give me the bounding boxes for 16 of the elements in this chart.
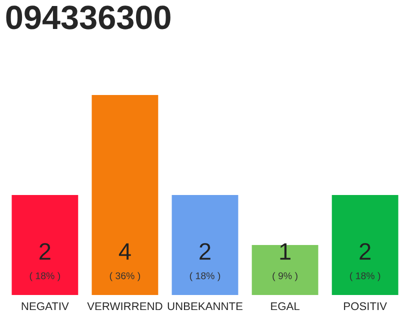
data-label: 2 [40, 243, 50, 260]
x-tick-label: VERWIRREND [87, 302, 162, 310]
x-tick-label: UNBEKANNTE [168, 302, 242, 310]
data-label: 1 [280, 243, 290, 260]
data-label: 2 [200, 243, 210, 260]
data-label: 2 [360, 243, 370, 260]
chart-title: 094336300 [6, 6, 170, 30]
x-tick-label: NEGATIV [22, 302, 69, 310]
annotation: ( 9% ) [272, 272, 298, 282]
annotation: ( 36% ) [110, 272, 140, 282]
annotation: ( 18% ) [190, 272, 220, 282]
x-tick-label: EGAL [271, 302, 300, 310]
data-label: 4 [118, 243, 131, 260]
annotation: ( 18% ) [30, 272, 60, 282]
annotation: ( 18% ) [350, 272, 380, 282]
x-tick-label: POSITIV [344, 302, 387, 310]
